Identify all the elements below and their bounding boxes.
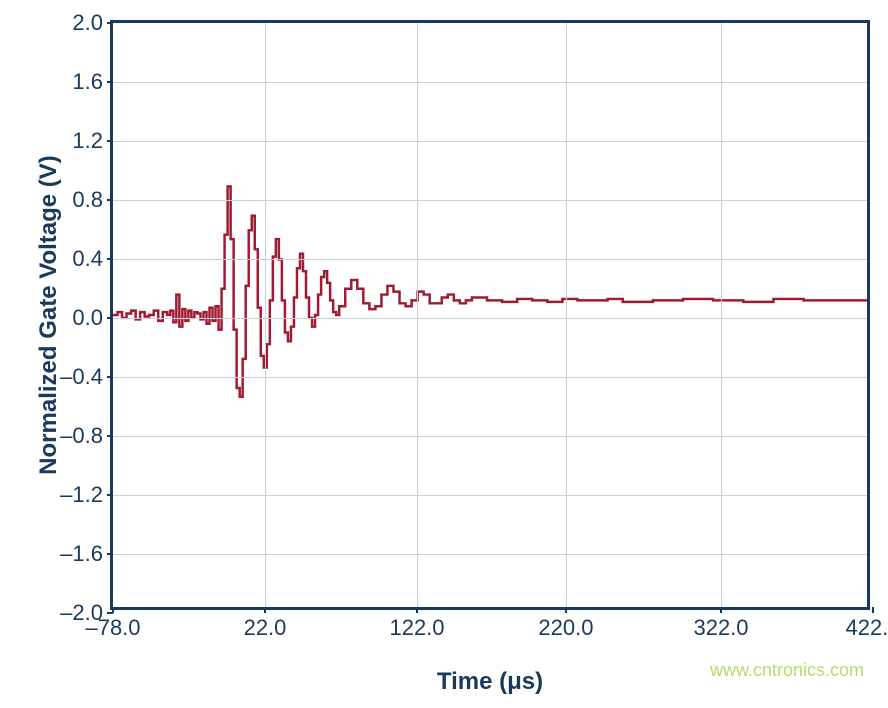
y-tick-label: –1.2 [60,482,113,508]
x-tick-label: 220.0 [538,607,593,641]
y-tick-label: 0.8 [72,187,113,213]
plot-area: –2.0–1.6–1.2–0.8–0.40.00.40.81.21.62.0–7… [110,20,870,610]
grid-line-horizontal [113,141,867,142]
x-axis-label: Time (μs) [437,668,543,696]
x-tick-label: 322.0 [693,607,748,641]
grid-line-horizontal [113,318,867,319]
x-tick-label: –78.0 [85,607,140,641]
x-tick-label: 22.0 [244,607,287,641]
grid-line-horizontal [113,495,867,496]
y-tick-label: 1.6 [72,69,113,95]
y-axis-label: Normalized Gate Voltage (V) [35,155,63,475]
y-tick-label: 1.2 [72,128,113,154]
grid-line-vertical [721,23,722,607]
grid-line-horizontal [113,377,867,378]
grid-line-horizontal [113,200,867,201]
series-line [113,187,867,397]
grid-line-vertical [265,23,266,607]
grid-line-vertical [417,23,418,607]
y-tick-label: 2.0 [72,10,113,36]
watermark: www.cntronics.com [710,660,864,681]
y-tick-label: –1.6 [60,541,113,567]
chart-container: –2.0–1.6–1.2–0.8–0.40.00.40.81.21.62.0–7… [10,10,878,698]
y-tick-label: –0.4 [60,364,113,390]
y-tick-label: –0.8 [60,423,113,449]
grid-line-horizontal [113,82,867,83]
grid-line-horizontal [113,554,867,555]
y-tick-label: 0.4 [72,246,113,272]
x-tick-label: 122.0 [389,607,444,641]
data-line [113,23,867,607]
y-tick-label: 0.0 [72,305,113,331]
grid-line-horizontal [113,436,867,437]
grid-line-horizontal [113,259,867,260]
grid-line-vertical [566,23,567,607]
x-tick-label: 422.0 [845,607,888,641]
